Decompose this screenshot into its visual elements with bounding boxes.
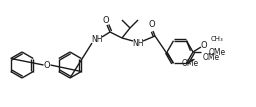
Text: OMe: OMe bbox=[202, 53, 220, 62]
Text: NH: NH bbox=[132, 39, 144, 48]
Text: O: O bbox=[44, 60, 50, 70]
Text: O: O bbox=[201, 41, 207, 50]
Text: CH₃: CH₃ bbox=[211, 36, 224, 42]
Text: NH: NH bbox=[91, 36, 103, 45]
Text: OMe: OMe bbox=[182, 59, 199, 68]
Text: O: O bbox=[103, 16, 109, 25]
Text: OMe: OMe bbox=[209, 48, 226, 56]
Text: O: O bbox=[149, 19, 155, 28]
